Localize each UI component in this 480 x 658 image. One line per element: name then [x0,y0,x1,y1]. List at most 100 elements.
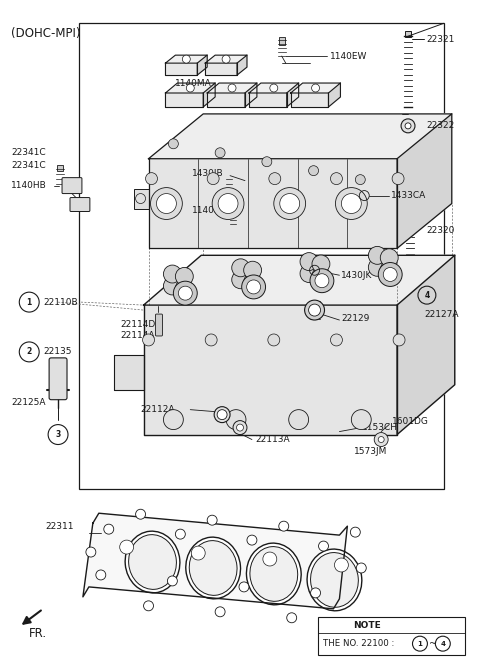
Circle shape [287,613,297,622]
Circle shape [144,601,154,611]
Text: 22321: 22321 [426,35,454,43]
Polygon shape [205,63,237,75]
Circle shape [305,300,324,320]
Circle shape [215,607,225,617]
Circle shape [239,582,249,592]
Circle shape [244,273,262,291]
Polygon shape [245,83,257,107]
Text: FR.: FR. [29,627,48,640]
Circle shape [175,267,193,286]
Circle shape [217,410,227,420]
Polygon shape [205,55,247,63]
Polygon shape [237,55,247,75]
Circle shape [335,558,348,572]
Circle shape [228,84,236,92]
Ellipse shape [246,543,301,605]
Circle shape [212,188,244,220]
FancyBboxPatch shape [49,358,67,399]
Ellipse shape [186,537,240,599]
Circle shape [244,261,262,279]
Circle shape [214,407,230,422]
Circle shape [164,265,181,283]
Circle shape [368,246,386,265]
FancyBboxPatch shape [70,197,90,211]
Circle shape [268,334,280,346]
Circle shape [401,119,415,133]
Circle shape [312,255,330,273]
Circle shape [164,410,183,430]
Text: ~: ~ [429,639,437,649]
Circle shape [247,535,257,545]
Polygon shape [207,83,257,93]
Text: NOTE: NOTE [353,621,381,630]
Circle shape [312,267,330,285]
Polygon shape [166,63,197,75]
Text: 22311: 22311 [45,522,73,530]
Text: 1153CH: 1153CH [362,423,398,432]
Text: 1140HB: 1140HB [12,181,47,190]
Polygon shape [144,305,397,434]
Ellipse shape [51,393,65,398]
Circle shape [247,280,261,294]
Circle shape [242,275,265,299]
Ellipse shape [307,549,362,611]
Polygon shape [249,83,299,93]
Bar [407,211,413,218]
Text: THE NO. 22100 :: THE NO. 22100 : [323,639,394,648]
Ellipse shape [51,359,65,365]
Text: 22341C: 22341C [12,161,46,170]
Polygon shape [148,159,397,248]
Circle shape [218,193,238,213]
Circle shape [168,139,179,149]
Polygon shape [166,93,203,107]
Circle shape [222,55,230,63]
Circle shape [145,172,157,185]
Circle shape [237,424,243,431]
Circle shape [226,410,246,430]
Circle shape [207,172,219,185]
Circle shape [269,172,281,185]
Text: 22114A: 22114A [120,332,155,340]
Text: 1433CA: 1433CA [391,191,426,200]
Circle shape [263,552,277,566]
Circle shape [351,410,371,430]
Text: 22114D: 22114D [120,320,156,328]
Circle shape [356,563,366,573]
Circle shape [232,271,250,289]
Circle shape [143,334,155,346]
Polygon shape [397,114,452,248]
Bar [405,32,411,38]
Circle shape [309,304,321,316]
Text: 22110B: 22110B [43,297,78,307]
Circle shape [104,524,114,534]
Text: 22322: 22322 [426,121,454,130]
Circle shape [215,148,225,158]
Circle shape [233,420,247,434]
Circle shape [319,541,328,551]
Circle shape [378,436,384,443]
Ellipse shape [250,547,298,601]
FancyBboxPatch shape [156,314,162,336]
Polygon shape [397,255,455,434]
Ellipse shape [125,531,180,593]
Circle shape [262,157,272,166]
Circle shape [274,188,306,220]
Ellipse shape [311,553,359,607]
Polygon shape [83,513,348,609]
Circle shape [350,527,360,537]
Bar [318,617,465,655]
Circle shape [341,193,361,213]
Ellipse shape [209,360,247,390]
Ellipse shape [152,365,180,385]
Text: 2: 2 [26,347,32,357]
Text: 22112A: 22112A [141,405,175,414]
Circle shape [207,515,217,525]
Polygon shape [203,83,215,107]
Circle shape [392,172,404,185]
Polygon shape [197,55,207,75]
Circle shape [205,334,217,346]
Circle shape [355,174,365,185]
Circle shape [280,193,300,213]
Text: 22125A: 22125A [12,398,46,407]
Ellipse shape [339,365,367,385]
